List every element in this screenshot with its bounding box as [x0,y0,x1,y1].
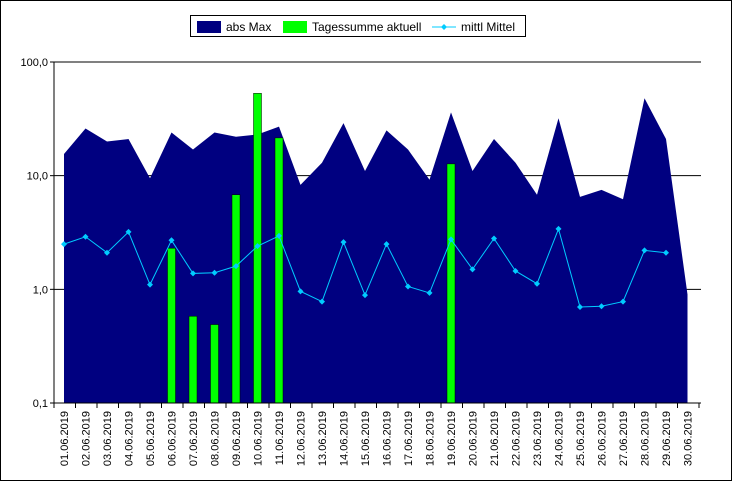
x-tick-label-6: 07.06.2019 [188,411,200,466]
bar-08.06.2019 [210,324,219,404]
bar-06.06.2019 [167,247,176,404]
point-01.06.2019 [61,241,67,248]
point-15.06.2019 [362,292,368,299]
x-tick-label-2: 03.06.2019 [102,411,114,466]
point-26.06.2019 [598,303,605,310]
x-tick-label-24: 25.06.2019 [575,411,587,466]
point-23.06.2019 [534,280,540,287]
x-tick-label-25: 26.06.2019 [597,411,609,466]
point-17.06.2019 [405,283,411,290]
legend-swatch-mittl-mittel [432,24,456,30]
bar-07.06.2019 [188,315,198,404]
point-13.06.2019 [319,298,325,305]
point-29.06.2019 [663,249,669,256]
bar-11.06.2019 [274,137,284,404]
point-24.06.2019 [555,225,562,232]
point-12.06.2019 [297,288,304,295]
x-tick-label-0: 01.06.2019 [59,411,71,466]
area-abs-max [64,98,688,403]
point-16.06.2019 [383,241,390,248]
x-tick-label-26: 27.06.2019 [618,411,630,466]
point-09.06.2019 [233,263,239,270]
x-tick-label-20: 21.06.2019 [489,411,501,466]
x-tick-label-4: 05.06.2019 [145,411,157,466]
point-08.06.2019 [211,269,218,276]
y-tick-label-1: 1,0 [33,284,48,296]
point-21.06.2019 [491,235,497,242]
legend-swatch-tagessumme [283,21,307,33]
x-tick-label-19: 20.06.2019 [468,411,480,466]
point-10.06.2019 [254,243,261,250]
x-tick-label-18: 19.06.2019 [446,411,458,466]
x-tick-label-15: 16.06.2019 [382,411,394,466]
x-tick-label-5: 06.06.2019 [167,411,179,466]
point-20.06.2019 [469,266,476,273]
x-tick-label-9: 10.06.2019 [253,411,265,466]
point-03.06.2019 [104,249,110,256]
y-tick-label-2: 10,0 [27,171,48,183]
x-tick-label-3: 04.06.2019 [124,411,136,466]
x-tick-label-17: 18.06.2019 [425,411,437,466]
legend-label-mittl-mittel: mittl Mittel [461,20,515,34]
point-05.06.2019 [147,281,153,288]
legend: abs Max Tagessumme aktuell mittl Mittel [190,15,526,37]
point-18.06.2019 [426,289,433,296]
point-25.06.2019 [577,303,583,310]
x-tick-label-14: 15.06.2019 [360,411,372,466]
point-27.06.2019 [620,298,626,305]
legend-swatch-abs-max [197,21,221,33]
y-tick-label-0: 0,1 [33,398,48,410]
point-22.06.2019 [512,267,519,274]
x-tick-label-7: 08.06.2019 [210,411,222,466]
x-tick-label-28: 29.06.2019 [661,411,673,466]
x-tick-label-10: 11.06.2019 [274,411,286,465]
point-11.06.2019 [276,232,282,239]
x-tick-label-11: 12.06.2019 [296,411,308,466]
point-07.06.2019 [190,270,196,277]
x-tick-label-8: 09.06.2019 [231,411,243,466]
point-19.06.2019 [448,236,454,243]
x-tick-label-16: 17.06.2019 [403,411,415,466]
x-tick-label-29: 30.06.2019 [683,411,695,466]
x-tick-label-12: 13.06.2019 [317,411,329,466]
x-tick-label-21: 22.06.2019 [511,411,523,466]
point-06.06.2019 [168,237,175,244]
point-02.06.2019 [82,233,89,240]
point-04.06.2019 [125,228,132,235]
legend-label-abs-max: abs Max [226,20,272,34]
x-tick-label-23: 24.06.2019 [554,411,566,466]
bar-19.06.2019 [446,163,456,404]
x-tick-label-27: 28.06.2019 [640,411,652,466]
x-tick-label-13: 14.06.2019 [339,411,351,466]
legend-label-tagessumme: Tagessumme aktuell [312,20,422,34]
x-tick-label-22: 23.06.2019 [532,411,544,466]
point-28.06.2019 [641,247,648,254]
bar-09.06.2019 [231,194,241,404]
y-tick-label-3: 100,0 [20,57,48,69]
point-14.06.2019 [340,239,347,246]
x-tick-label-1: 02.06.2019 [81,411,93,466]
